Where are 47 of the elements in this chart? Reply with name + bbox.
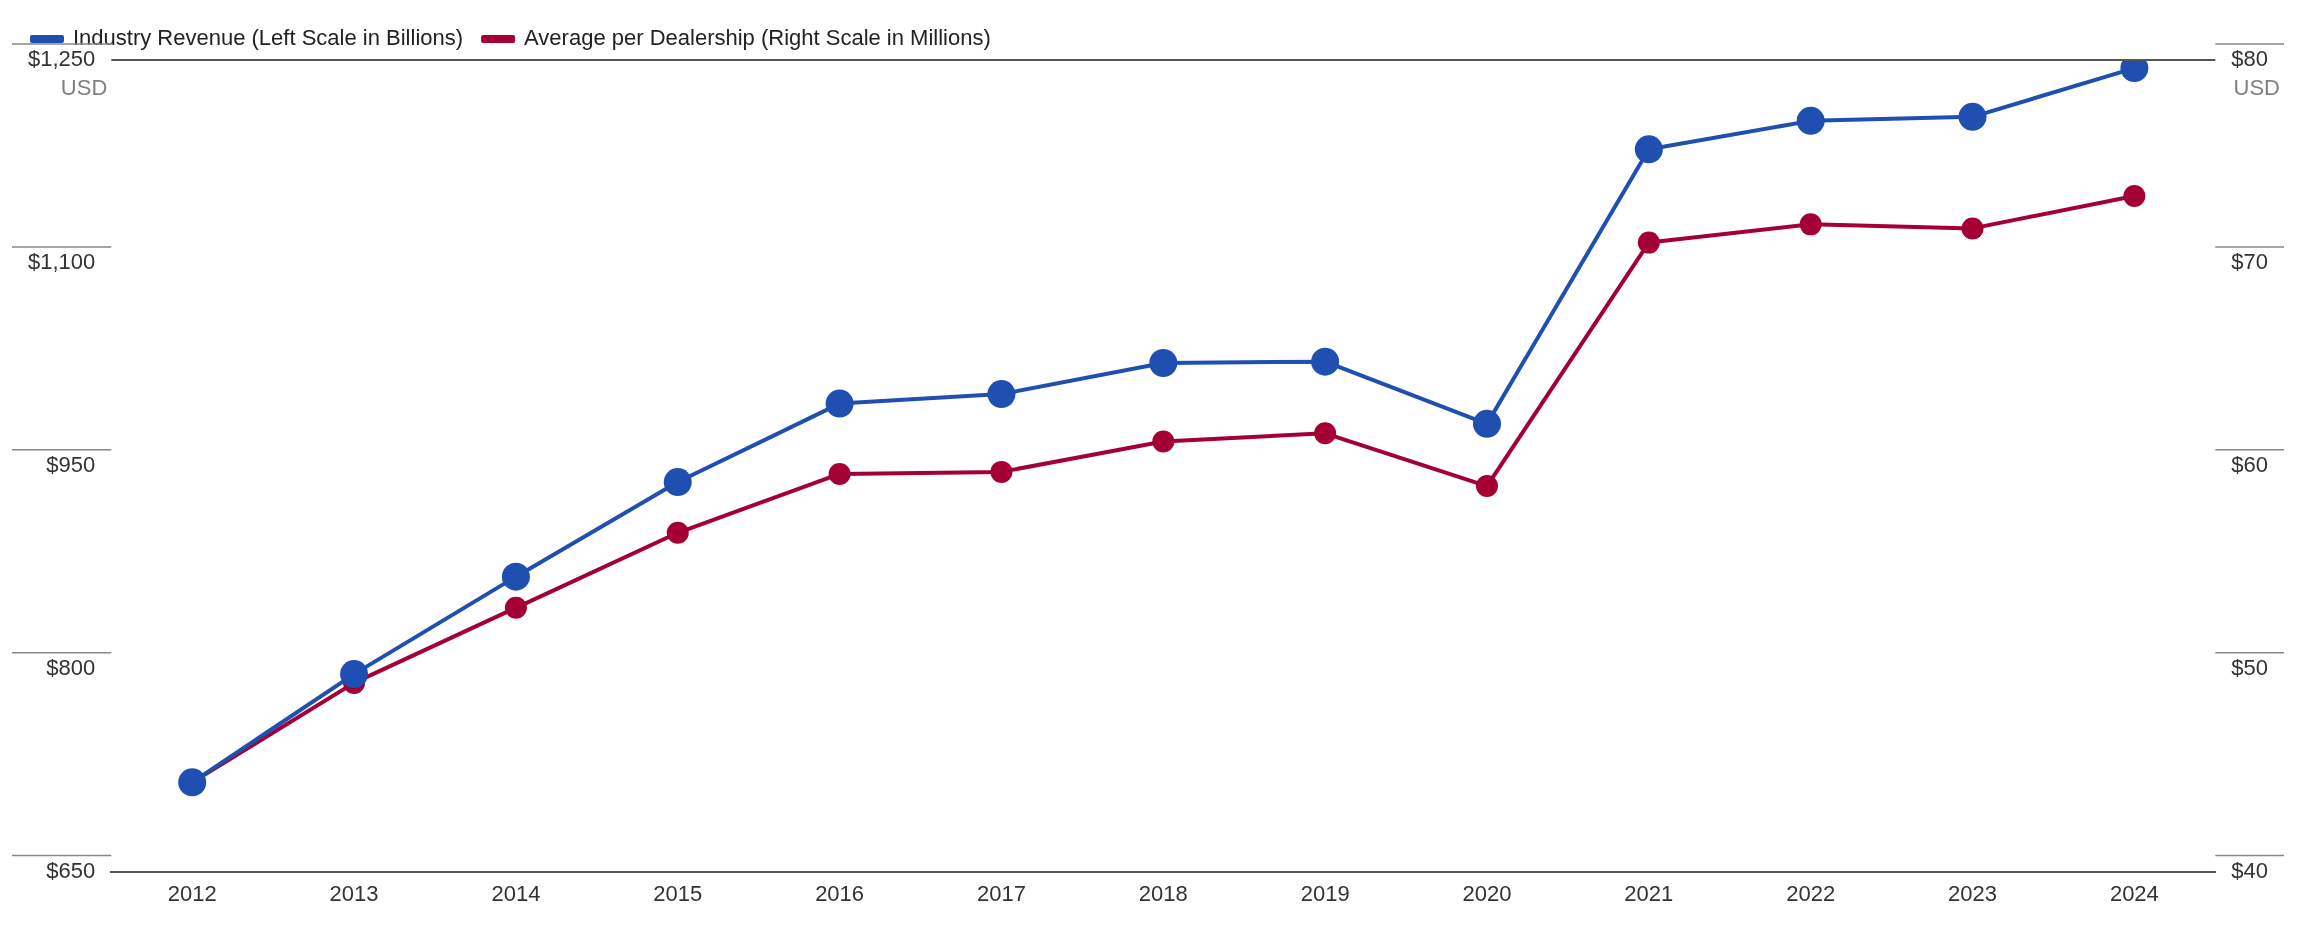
point <box>2123 184 2146 207</box>
point <box>828 462 851 485</box>
x-tick-label: 2021 <box>1624 880 1674 906</box>
point <box>501 562 530 591</box>
point <box>1961 217 1984 240</box>
point <box>1475 475 1498 498</box>
point <box>990 460 1013 483</box>
x-tick-label: 2017 <box>976 880 1026 906</box>
y-tick-label: $1,100 <box>27 248 96 274</box>
x-tick-label: 2015 <box>653 880 703 906</box>
x-tick-label: 2016 <box>815 880 865 906</box>
y2-tick-label: $70 <box>2231 248 2269 274</box>
point <box>1472 409 1501 438</box>
point <box>1796 106 1825 135</box>
y2-tick-label: $80 <box>2231 46 2269 72</box>
x-tick-label: 2018 <box>1138 880 1188 906</box>
y2-tick-label: $60 <box>2231 451 2269 477</box>
point <box>504 596 527 619</box>
point <box>340 660 369 689</box>
point <box>1958 102 1987 131</box>
point <box>1149 349 1178 377</box>
x-tick-label: 2013 <box>329 880 379 906</box>
point <box>663 468 692 497</box>
point <box>825 389 854 418</box>
x-tick-label: 2023 <box>1948 880 1997 906</box>
point <box>1314 422 1337 445</box>
point <box>1634 135 1663 164</box>
point <box>1311 347 1340 376</box>
x-tick-label: 2020 <box>1462 880 1512 906</box>
y2-tick-label: $50 <box>2231 654 2269 680</box>
legend-label: Average per Dealership (Right Scale in Millions) <box>524 25 991 51</box>
x-tick-label: 2019 <box>1300 880 1350 906</box>
y-tick-label: $650 <box>46 857 96 883</box>
point <box>1637 231 1660 254</box>
point <box>666 521 689 544</box>
y-tick-label: $800 <box>46 654 96 680</box>
point <box>1799 213 1822 236</box>
y-tick-label: $950 <box>46 451 96 477</box>
x-tick-label: 2012 <box>167 880 217 906</box>
point <box>1152 430 1175 453</box>
x-tick-label: 2024 <box>2109 880 2159 906</box>
x-tick-label: 2022 <box>1786 880 1836 906</box>
x-tick-label: 2014 <box>491 880 541 906</box>
y2-axis-title: USD <box>2233 75 2280 101</box>
y-axis-title: USD <box>60 75 108 101</box>
y2-tick-label: $40 <box>2231 857 2269 883</box>
point <box>987 380 1016 409</box>
